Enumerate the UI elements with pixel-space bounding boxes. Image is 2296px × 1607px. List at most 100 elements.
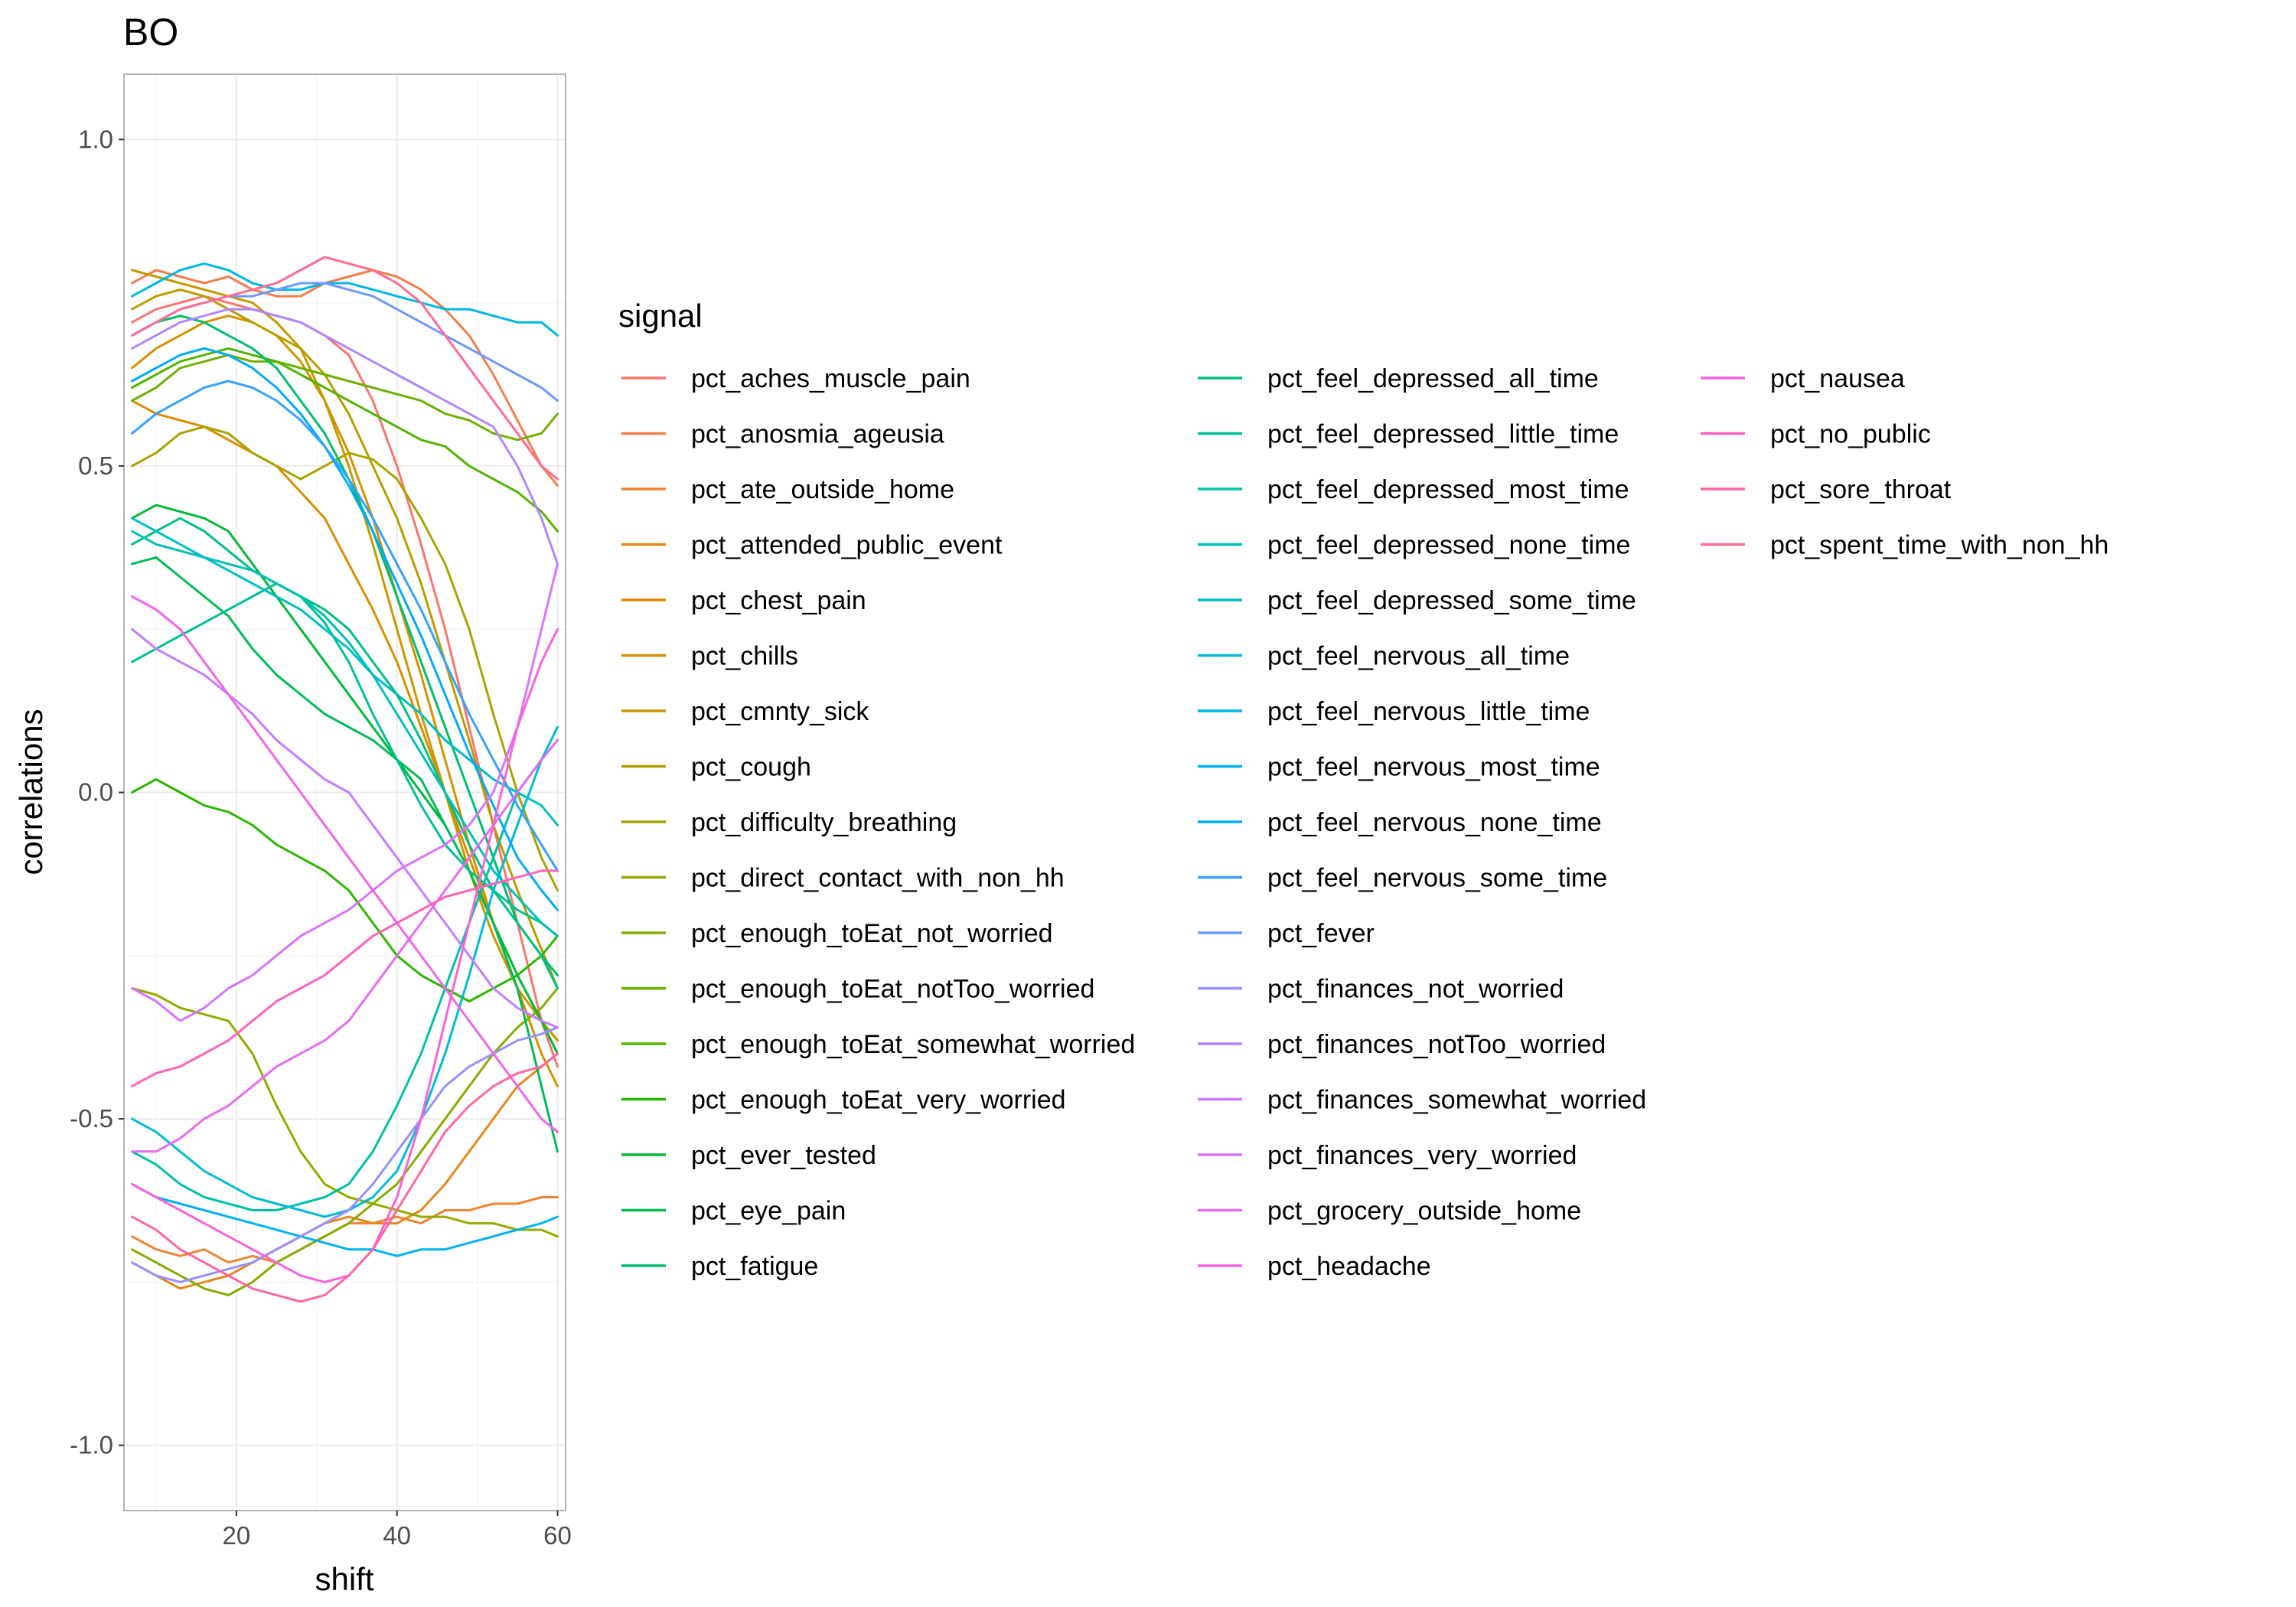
legend-label: pct_chills [691,642,798,671]
legend-item: pct_feel_depressed_none_time [1198,531,1630,560]
legend-label: pct_chest_pain [691,586,866,615]
legend-label: pct_aches_muscle_pain [691,364,970,393]
series-line [131,347,559,533]
series-line [131,1182,559,1257]
legend-item: pct_anosmia_ageusia [621,420,944,449]
y-axis-title: correlations [13,709,49,875]
legend-label: pct_feel_depressed_some_time [1267,586,1636,615]
legend-label: pct_ate_outside_home [691,475,954,504]
legend-label: pct_feel_depressed_little_time [1267,420,1619,449]
legend-label: pct_enough_toEat_very_worried [691,1086,1066,1115]
series-line [131,347,559,911]
legend-label: pct_feel_nervous_all_time [1267,642,1570,671]
legend-label: pct_direct_contact_with_non_hh [691,864,1065,893]
series-line [131,1052,559,1290]
series-line [131,1026,559,1283]
series-line [131,256,559,481]
legend-item: pct_finances_somewhat_worried [1198,1086,1646,1115]
legend-item: pct_enough_toEat_very_worried [621,1086,1066,1115]
legend-item: pct_enough_toEat_not_worried [621,919,1053,948]
legend-item: pct_finances_very_worried [1198,1141,1577,1170]
legend-label: pct_spent_time_with_non_hh [1770,531,2108,560]
x-tick-label: 60 [543,1521,572,1550]
legend-label: pct_difficulty_breathing [691,808,957,837]
legend-item: pct_spent_time_with_non_hh [1701,531,2108,560]
y-tick-label: -0.5 [70,1104,113,1133]
chart-title: BO [123,11,178,54]
legend-label: pct_attended_public_event [691,531,1003,560]
legend-item: pct_aches_muscle_pain [621,364,970,393]
legend-item: pct_direct_contact_with_non_hh [621,864,1065,893]
y-axis: 1.0 0.5 0.0 -0.5 -1.0 [70,125,124,1459]
legend-label: pct_headache [1267,1252,1431,1281]
legend-item: pct_feel_nervous_none_time [1198,808,1602,837]
y-tick-label: 0.5 [78,451,113,480]
legend-label: pct_cmnty_sick [691,697,869,726]
series-line [131,869,559,1087]
legend-label: pct_finances_not_worried [1267,975,1564,1004]
series-line [131,282,559,403]
legend-item: pct_feel_nervous_some_time [1198,864,1607,893]
y-tick-label: -1.0 [70,1431,113,1459]
legend-item: pct_eye_pain [621,1197,846,1226]
series-line [131,987,559,1238]
legend-label: pct_feel_nervous_most_time [1267,753,1600,782]
legend-item: pct_fatigue [621,1252,818,1281]
legend-item: pct_attended_public_event [621,531,1003,560]
x-tick-label: 40 [383,1521,411,1550]
legend-item: pct_enough_toEat_notToo_worried [621,975,1094,1004]
legend-item: pct_no_public [1701,420,1931,449]
legend-item: pct_finances_not_worried [1198,975,1564,1004]
legend-label: pct_grocery_outside_home [1267,1197,1581,1226]
legend-label: pct_enough_toEat_somewhat_worried [691,1030,1135,1059]
x-axis-title: shift [315,1561,373,1597]
series-line [131,738,559,1211]
legend-item: pct_sore_throat [1701,475,1952,504]
series-line [131,562,559,1022]
legend-item: pct_ate_outside_home [621,475,954,504]
series-line [131,595,559,1133]
legend-item: pct_feel_nervous_all_time [1198,642,1570,671]
legend-item: pct_cough [621,753,811,782]
series-line [131,315,559,1087]
legend-label: pct_finances_notToo_worried [1267,1030,1606,1059]
series-line [131,556,559,1153]
legend-item: pct_feel_depressed_some_time [1198,586,1636,615]
legend-item: pct_enough_toEat_somewhat_worried [621,1030,1135,1059]
y-tick-label: 1.0 [78,125,113,153]
legend-item: pct_finances_notToo_worried [1198,1030,1606,1059]
legend-label: pct_sore_throat [1770,475,1952,504]
series-line [131,399,559,1042]
series-line [131,627,559,1029]
legend-label: pct_enough_toEat_notToo_worried [691,975,1094,1004]
series-line [131,269,559,487]
legend-item: pct_feel_nervous_most_time [1198,753,1600,782]
legend-label: pct_feel_nervous_none_time [1267,808,1602,837]
legend-label: pct_cough [691,753,811,782]
legend-label: pct_feel_depressed_most_time [1267,475,1629,504]
legend-item: pct_feel_nervous_little_time [1198,697,1590,726]
legend-item: pct_headache [1198,1252,1431,1281]
legend-label: pct_feel_depressed_none_time [1267,531,1630,560]
series-line [131,308,559,566]
legend-item: pct_difficulty_breathing [621,808,957,837]
legend-label: pct_eye_pain [691,1197,846,1226]
legend-label: pct_enough_toEat_not_worried [691,919,1053,948]
series-line [131,517,559,826]
series-line [131,530,559,937]
legend-item: pct_nausea [1701,364,1905,393]
series-line [131,295,559,1068]
legend-label: pct_ever_tested [691,1141,876,1170]
series-line [131,1052,559,1303]
legend-title: signal [618,298,703,334]
legend-item: pct_chest_pain [621,586,866,615]
legend-label: pct_feel_depressed_all_time [1267,364,1599,393]
legend-label: pct_no_public [1770,420,1931,449]
x-axis: 20 40 60 [223,1511,572,1550]
x-tick-label: 20 [223,1521,251,1550]
legend-label: pct_feel_nervous_some_time [1267,864,1607,893]
series-layer [131,256,559,1303]
legend-label: pct_anosmia_ageusia [691,420,944,449]
series-line [131,262,559,337]
